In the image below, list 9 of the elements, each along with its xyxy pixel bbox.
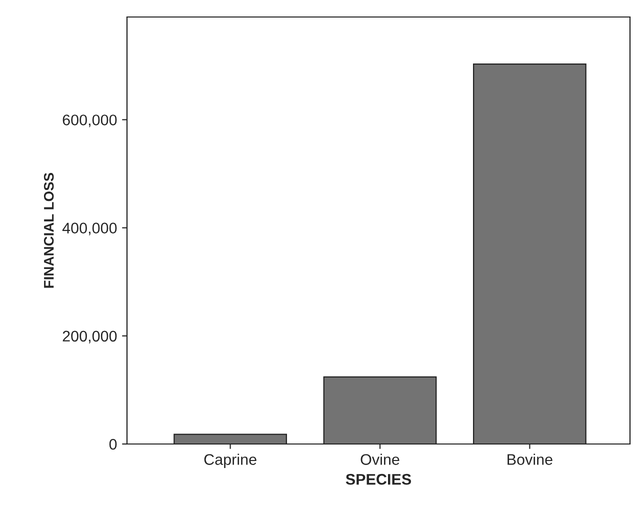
x-tick-label: Caprine	[204, 454, 256, 468]
y-tick-label: 400,000	[62, 222, 117, 236]
y-tick-label: 200,000	[62, 330, 117, 344]
x-axis-title: SPECIES	[346, 474, 412, 485]
y-axis-title: FINANCIAL LOSS	[44, 172, 54, 288]
y-tick-label: 600,000	[62, 114, 117, 128]
x-tick-label: Bovine	[508, 454, 552, 465]
x-tick-label: Ovine	[360, 454, 400, 465]
y-tick-label: 0	[109, 438, 117, 450]
